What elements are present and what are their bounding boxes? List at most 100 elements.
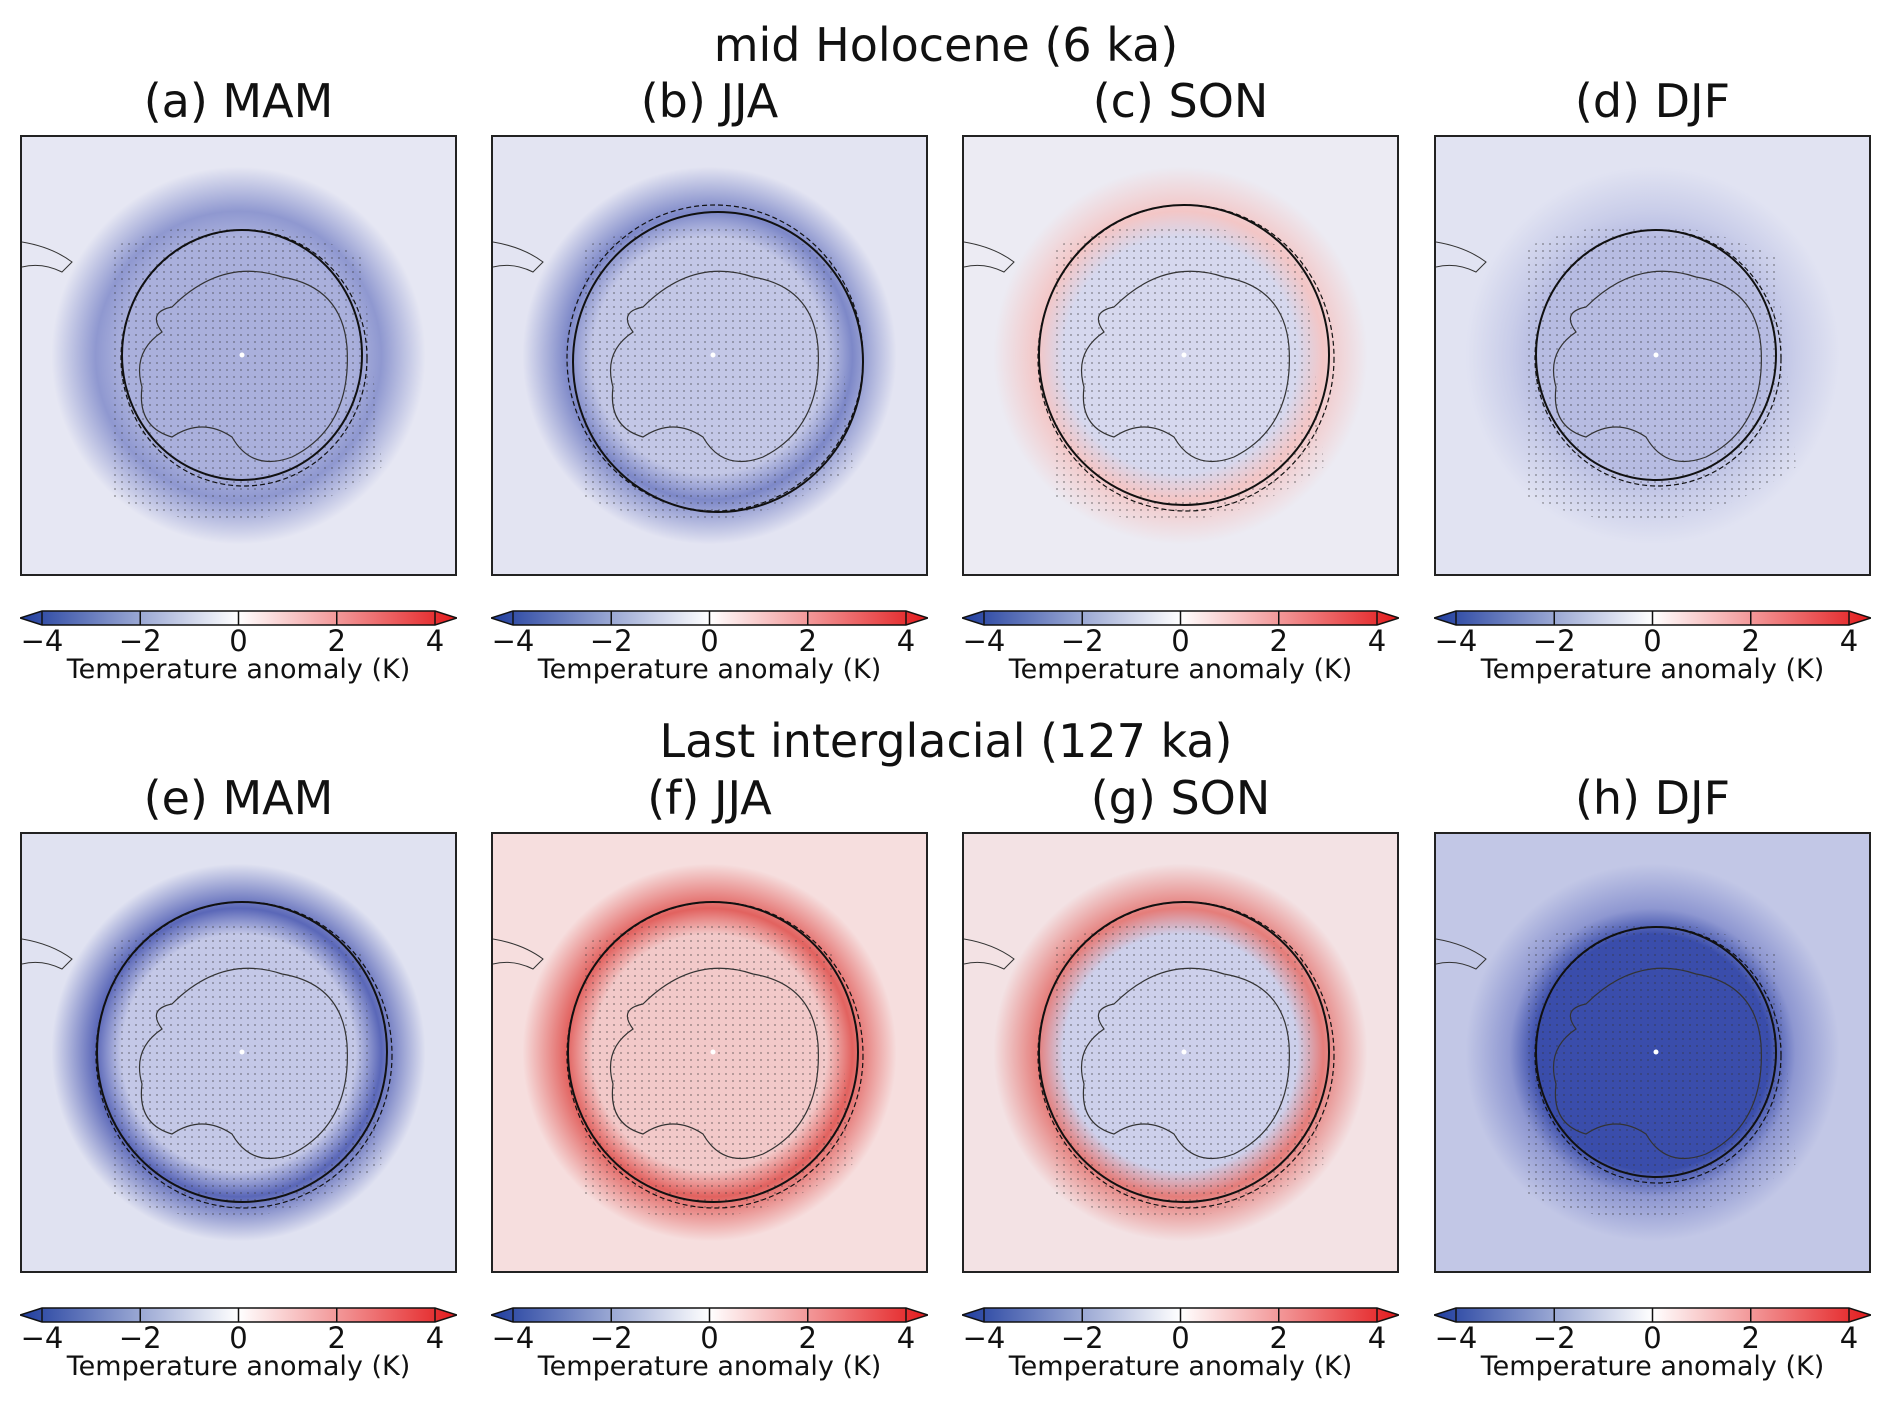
map-panel [20,832,457,1273]
antarctica-coastline [609,967,819,1160]
colorbar: −4 −2 0 2 4 Temperature anomaly (K) [17,1307,460,1387]
colorbar-tick-label: −2 [589,624,633,658]
colorbar-tick-label: 0 [229,624,248,658]
south-america-coastline [493,938,544,970]
sea-ice-edge [1535,229,1777,481]
antarctica-coastline [138,270,348,463]
colorbar-tick-label: 2 [1741,624,1760,658]
colorbar-tick-label: −2 [1060,1321,1104,1355]
colorbar-tick-label: −4 [20,1321,64,1355]
colorbar-tick-label: 2 [1269,1321,1288,1355]
colorbar-gradient [17,610,460,626]
colorbar-tick-label: −4 [962,1321,1006,1355]
panel-title: (f) JJA [647,771,772,825]
sea-ice-edge-reference [1037,204,1335,512]
colorbar-tick-label: −4 [1434,624,1478,658]
colorbar-label: Temperature anomaly (K) [1008,654,1353,685]
south-pole-marker [239,352,245,358]
map-panel [20,135,457,576]
significance-stipple [112,224,382,521]
colorbar-tick-label: −4 [962,624,1006,658]
colorbar: −4 −2 0 2 4 Temperature anomaly (K) [959,610,1402,690]
colorbar-label: Temperature anomaly (K) [66,654,411,685]
colorbar-tick-label: 2 [327,624,346,658]
colorbar-tick-label: −4 [491,624,535,658]
colorbar-label: Temperature anomaly (K) [537,654,882,685]
antarctica-coastline [1080,270,1290,463]
sea-ice-edge-reference [95,901,393,1209]
south-pole-marker [1181,352,1187,358]
colorbar-tick-label: 0 [229,1321,248,1355]
colorbar-tick-label: 0 [1643,1321,1662,1355]
significance-stipple [583,921,853,1218]
colorbar-tick-label: 4 [896,624,916,658]
sea-ice-edge-reference [1534,926,1782,1184]
sea-ice-edge-reference [566,901,864,1209]
colorbar-tick-label: 4 [425,1321,445,1355]
antarctica-coastline [1552,270,1762,463]
colorbar-tick-label: 4 [1367,1321,1387,1355]
colorbar-tick-label: 2 [798,1321,817,1355]
south-america-coastline [22,938,73,970]
colorbar: −4 −2 0 2 4 Temperature anomaly (K) [959,1307,1402,1387]
row-title: mid Holocene (6 ka) [713,18,1179,72]
south-america-coastline [1436,241,1487,273]
map-panel [962,832,1399,1273]
antarctica-coastline [1080,967,1290,1160]
south-america-coastline [1436,938,1487,970]
colorbar-tick-label: −2 [1532,1321,1576,1355]
colorbar-tick-label: 0 [700,1321,719,1355]
colorbar-tick-label: 2 [1269,624,1288,658]
colorbar-tick-label: 4 [1839,624,1859,658]
map-panel [962,135,1399,576]
colorbar-tick-label: 2 [1741,1321,1760,1355]
colorbar-tick-label: −2 [1060,624,1104,658]
row-title: Last interglacial (127 ka) [659,714,1233,768]
colorbar-label: Temperature anomaly (K) [1480,654,1825,685]
colorbar-tick-label: 4 [1367,624,1387,658]
colorbar-tick-label: −2 [118,1321,162,1355]
panel-title: (h) DJF [1574,771,1731,825]
south-pole-marker [710,1049,716,1055]
significance-stipple [112,921,382,1218]
panel-title: (e) MAM [143,771,334,825]
panel-title: (g) SON [1090,771,1271,825]
panel-title: (a) MAM [143,74,334,128]
panel-title: (c) SON [1092,74,1269,128]
sea-ice-edge-reference [120,229,368,487]
sea-ice-edge [121,229,363,481]
colorbar: −4 −2 0 2 4 Temperature anomaly (K) [488,610,931,690]
colorbar-tick-label: 4 [425,624,445,658]
antarctica-coastline [609,270,819,463]
colorbar-tick-label: 0 [700,624,719,658]
panel-title: (b) JJA [640,74,779,128]
map-panel [491,135,928,576]
antarctica-coastline [138,967,348,1160]
colorbar-tick-label: −2 [118,624,162,658]
south-america-coastline [964,241,1015,273]
sea-ice-edge-reference [1534,229,1782,487]
colorbar-tick-label: 0 [1643,624,1662,658]
colorbar-tick-label: 0 [1171,624,1190,658]
map-panel [1434,135,1871,576]
south-america-coastline [493,241,544,273]
significance-stipple [583,224,853,521]
significance-stipple [1054,224,1324,521]
colorbar: −4 −2 0 2 4 Temperature anomaly (K) [17,610,460,690]
colorbar-label: Temperature anomaly (K) [537,1351,882,1382]
colorbar-tick-label: −4 [491,1321,535,1355]
colorbar-tick-label: −4 [1434,1321,1478,1355]
colorbar-label: Temperature anomaly (K) [66,1351,411,1382]
colorbar-tick-label: −2 [589,1321,633,1355]
antarctica-coastline [1552,967,1762,1160]
south-pole-marker [1653,352,1659,358]
colorbar-tick-label: 2 [327,1321,346,1355]
map-panel [491,832,928,1273]
colorbar-tick-label: 2 [798,624,817,658]
significance-stipple [1526,224,1796,521]
south-america-coastline [22,241,73,273]
colorbar-tick-label: 4 [896,1321,916,1355]
colorbar-tick-label: 0 [1171,1321,1190,1355]
significance-stipple [1526,921,1796,1218]
colorbar-tick-label: 4 [1839,1321,1859,1355]
